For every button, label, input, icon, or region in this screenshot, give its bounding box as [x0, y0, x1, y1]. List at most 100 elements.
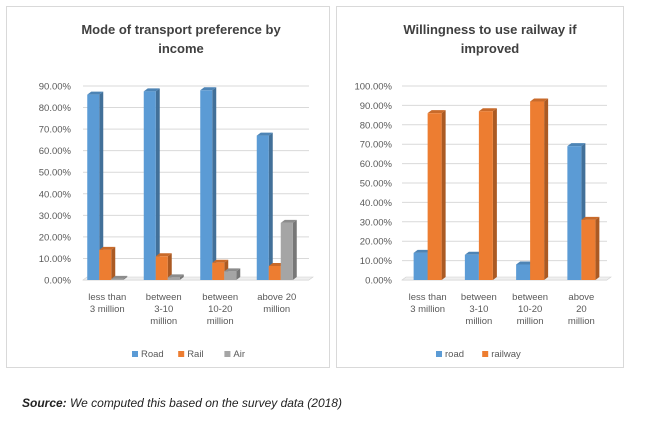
- bar-front: [567, 146, 582, 280]
- legend-label: Air: [233, 349, 245, 360]
- legend-label: Road: [141, 349, 164, 360]
- chart-panel-mode-of-transport: Mode of transport preference by income 0.0…: [6, 6, 330, 368]
- bar-top: [581, 216, 600, 220]
- bar-side: [236, 268, 241, 280]
- x-category-label: million: [263, 304, 290, 315]
- bar-air-2: [167, 274, 184, 280]
- bar-top: [224, 268, 241, 272]
- bar-top: [478, 108, 497, 112]
- y-tick-label: 90.00%: [360, 101, 393, 112]
- x-category-label: 3 million: [410, 304, 445, 315]
- bar-air-3: [224, 268, 241, 280]
- y-tick-label: 70.00%: [360, 140, 393, 151]
- bar-top: [99, 246, 116, 250]
- bar-side: [212, 87, 217, 280]
- x-category-label: above 20: [257, 292, 296, 303]
- bar-top: [200, 87, 217, 91]
- chart-mode-of-transport: Mode of transport preference by income 0.0…: [39, 22, 314, 360]
- bar-road-4: [256, 132, 273, 280]
- bar-side: [595, 216, 600, 280]
- chart-title-line: Willingness to use railway if: [403, 22, 577, 37]
- y-tick-label: 50.00%: [360, 179, 393, 190]
- bar-front: [99, 249, 112, 280]
- x-category-label: between: [202, 292, 238, 303]
- bar-air-4: [280, 219, 297, 280]
- bar-side: [111, 246, 116, 280]
- bar-front: [200, 90, 213, 280]
- bar-rail-1: [99, 246, 116, 280]
- bar-front: [464, 254, 479, 280]
- bar-front: [581, 219, 596, 280]
- x-category-label: 3-10: [469, 304, 488, 315]
- x-category-label: 3 million: [90, 304, 125, 315]
- legend-item-road: road: [436, 349, 464, 360]
- legend-swatch: [178, 351, 185, 357]
- bar-top: [567, 143, 586, 147]
- y-tick-label: 60.00%: [39, 146, 72, 157]
- bar-side: [179, 274, 184, 280]
- bar-top: [256, 132, 273, 136]
- bar-front: [224, 271, 237, 280]
- bar-front: [413, 252, 428, 280]
- bar-top: [143, 88, 160, 92]
- bar-top: [212, 259, 229, 263]
- y-tick-label: 80.00%: [360, 120, 393, 131]
- y-tick-label: 0.00%: [44, 276, 71, 287]
- x-category-label: million: [207, 316, 234, 327]
- bar-front: [478, 111, 493, 280]
- chart-title-line: improved: [461, 41, 520, 56]
- bar-front: [280, 222, 293, 280]
- bar-top: [87, 91, 104, 95]
- bar-side: [441, 110, 446, 280]
- x-category-label: 10-20: [518, 304, 542, 315]
- source-text: We computed this based on the survey dat…: [66, 396, 342, 410]
- bar-front: [530, 101, 545, 281]
- y-tick-label: 10.00%: [39, 254, 72, 265]
- x-category-label: million: [465, 316, 492, 327]
- bar-rail-2: [155, 253, 172, 280]
- bar-road-3: [200, 87, 217, 280]
- x-category-label: between: [146, 292, 182, 303]
- legend-swatch: [224, 351, 231, 357]
- bar-top: [280, 219, 297, 223]
- x-category-label: million: [568, 316, 595, 327]
- bar-top: [111, 275, 128, 279]
- source-label: Source:: [22, 396, 67, 410]
- legend-item-rail: Rail: [178, 349, 204, 360]
- x-category-label: above: [568, 292, 594, 303]
- chart-willingness-railway: Willingness to use railway if improved 0.0…: [354, 22, 612, 360]
- legend-item-railway: railway: [482, 349, 521, 360]
- y-tick-label: 50.00%: [39, 168, 72, 179]
- bar-side: [492, 108, 497, 280]
- legend-item-road: Road: [132, 349, 164, 360]
- bar-top: [464, 251, 483, 255]
- y-tick-label: 20.00%: [360, 237, 393, 248]
- bar-front: [256, 135, 269, 280]
- y-tick-label: 70.00%: [39, 125, 72, 136]
- bar-front: [212, 262, 225, 280]
- y-tick-label: 20.00%: [39, 232, 72, 243]
- bar-railway-4: [581, 216, 600, 280]
- bar-front: [155, 256, 168, 280]
- x-category-label: between: [512, 292, 548, 303]
- x-category-label: 3-10: [154, 304, 173, 315]
- y-tick-label: 100.00%: [354, 82, 392, 93]
- legend-label: railway: [491, 349, 521, 360]
- y-tick-label: 90.00%: [39, 82, 72, 93]
- legend-label: road: [445, 349, 464, 360]
- bar-side: [167, 253, 172, 280]
- legend-label: Rail: [187, 349, 203, 360]
- bar-railway-1: [427, 110, 446, 280]
- y-tick-label: 10.00%: [360, 256, 393, 267]
- bar-front: [516, 264, 531, 280]
- chart-panel-willingness-railway: Willingness to use railway if improved 0.0…: [336, 6, 624, 368]
- y-tick-label: 40.00%: [39, 189, 72, 200]
- bar-front: [143, 91, 156, 280]
- bar-front: [87, 94, 100, 280]
- bar-front: [427, 113, 442, 280]
- bar-top: [413, 249, 432, 253]
- bar-side: [268, 132, 273, 280]
- legend-swatch: [132, 351, 138, 357]
- legend-item-air: Air: [224, 349, 245, 360]
- x-category-label: million: [150, 316, 177, 327]
